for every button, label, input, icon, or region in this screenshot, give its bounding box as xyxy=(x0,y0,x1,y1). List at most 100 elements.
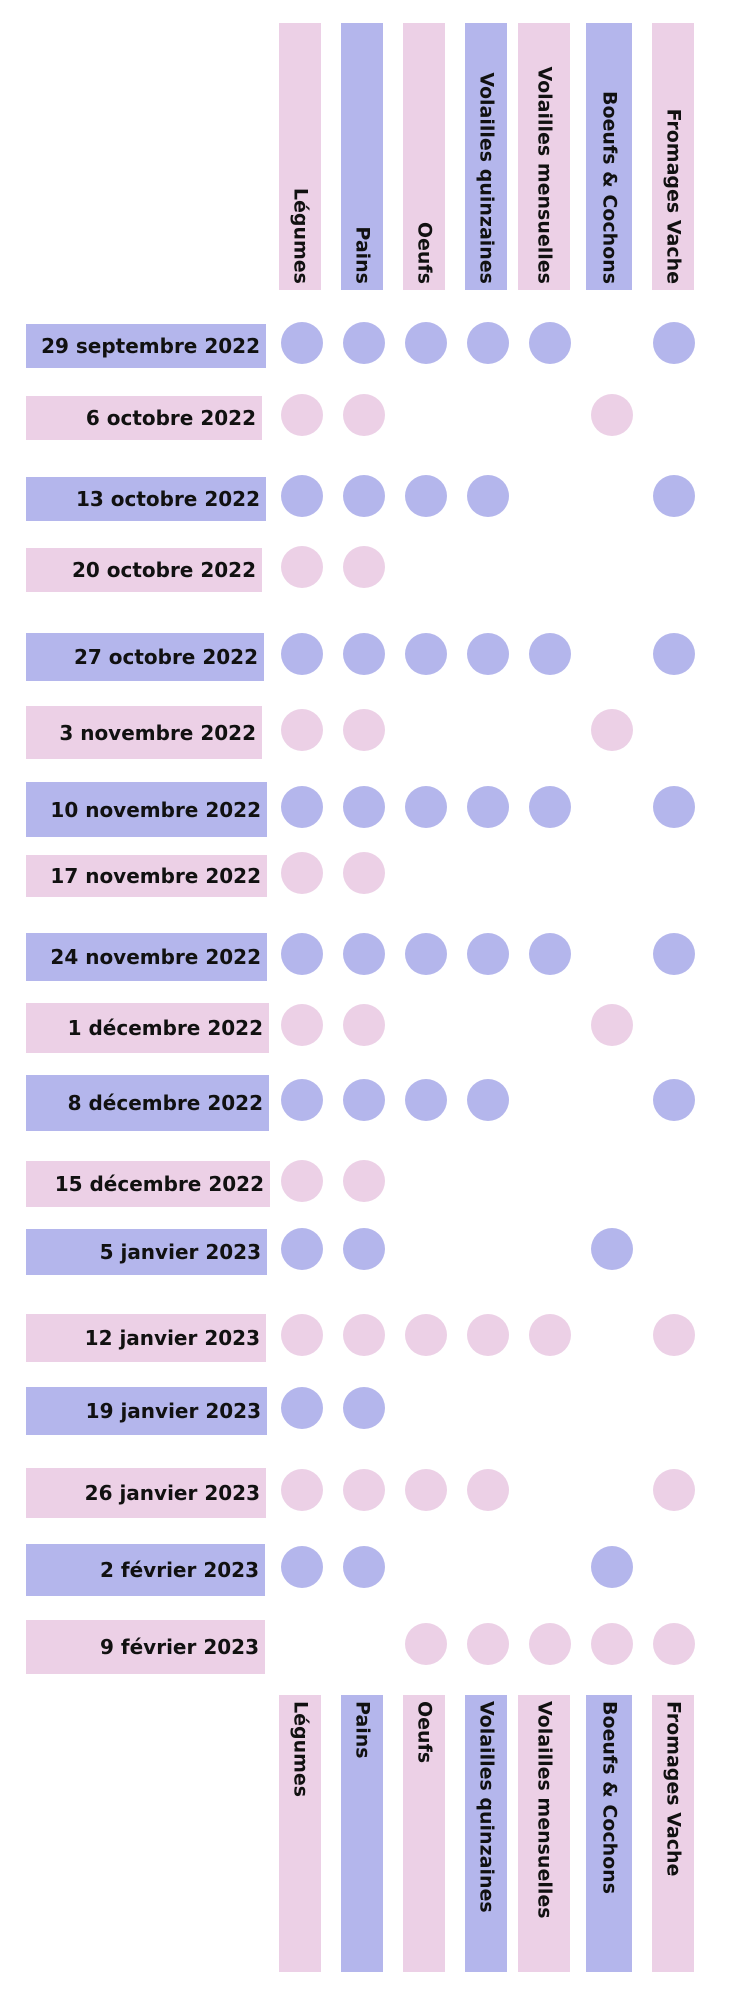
column-header-top: Légumes xyxy=(279,23,321,290)
column-header-top: Oeufs xyxy=(403,23,445,290)
column-label: Légumes xyxy=(289,187,312,284)
delivery-dot xyxy=(281,1546,323,1588)
delivery-dot xyxy=(281,1160,323,1202)
date-label: 26 janvier 2023 xyxy=(26,1468,266,1518)
delivery-dot xyxy=(281,852,323,894)
date-label: 29 septembre 2022 xyxy=(26,324,266,368)
date-label: 5 janvier 2023 xyxy=(26,1229,267,1275)
delivery-dot xyxy=(467,1079,509,1121)
date-label: 15 décembre 2022 xyxy=(26,1161,270,1207)
delivery-dot xyxy=(281,1314,323,1356)
date-label: 8 décembre 2022 xyxy=(26,1075,269,1131)
delivery-dot xyxy=(529,785,571,828)
delivery-dot xyxy=(529,933,571,975)
column-label: Volailles quinzaines xyxy=(475,1701,498,1913)
delivery-dot xyxy=(467,633,509,675)
delivery-dot xyxy=(653,322,695,364)
delivery-dot xyxy=(281,933,323,975)
delivery-dot xyxy=(343,1004,385,1046)
column-label: Pains xyxy=(351,1701,374,1759)
date-label: 17 novembre 2022 xyxy=(26,855,267,897)
delivery-dot xyxy=(343,394,385,436)
delivery-dot xyxy=(653,1623,695,1665)
delivery-dot xyxy=(405,785,447,828)
delivery-dot xyxy=(653,1469,695,1511)
delivery-dot xyxy=(343,322,385,364)
date-label: 3 novembre 2022 xyxy=(26,706,262,759)
delivery-dot xyxy=(653,1079,695,1121)
delivery-dot xyxy=(343,1228,385,1270)
column-label: Volailles mensuelles xyxy=(533,66,556,284)
delivery-dot xyxy=(467,1623,509,1665)
column-header-bottom: Volailles quinzaines xyxy=(465,1695,507,1972)
column-label: Oeufs xyxy=(413,1701,436,1764)
delivery-dot xyxy=(343,1387,385,1429)
delivery-dot xyxy=(405,633,447,675)
delivery-dot xyxy=(467,475,509,517)
delivery-dot xyxy=(281,475,323,517)
column-label: Volailles quinzaines xyxy=(475,72,498,284)
column-header-top: Volailles mensuelles xyxy=(518,23,570,290)
delivery-dot xyxy=(343,1079,385,1121)
delivery-dot xyxy=(653,1314,695,1356)
delivery-dot xyxy=(467,322,509,364)
date-label: 20 octobre 2022 xyxy=(26,548,262,592)
delivery-dot xyxy=(281,1387,323,1429)
delivery-dot xyxy=(591,1623,633,1665)
column-label: Pains xyxy=(351,226,374,284)
delivery-dot xyxy=(653,933,695,975)
delivery-dot xyxy=(405,1623,447,1665)
delivery-dot xyxy=(591,394,633,436)
date-label: 2 février 2023 xyxy=(26,1544,265,1596)
delivery-dot xyxy=(405,1314,447,1356)
date-label: 27 octobre 2022 xyxy=(26,633,264,681)
column-header-bottom: Pains xyxy=(341,1695,383,1972)
delivery-dot xyxy=(529,322,571,364)
column-label: Légumes xyxy=(289,1701,312,1798)
column-header-bottom: Oeufs xyxy=(403,1695,445,1972)
delivery-dot xyxy=(343,1314,385,1356)
date-label: 10 novembre 2022 xyxy=(26,782,267,837)
date-label: 1 décembre 2022 xyxy=(26,1003,269,1053)
delivery-dot xyxy=(529,633,571,675)
delivery-dot xyxy=(591,1228,633,1270)
delivery-dot xyxy=(281,633,323,675)
delivery-dot xyxy=(281,322,323,364)
delivery-dot xyxy=(343,852,385,894)
delivery-dot xyxy=(281,1469,323,1511)
delivery-dot xyxy=(529,1623,571,1665)
delivery-dot xyxy=(467,933,509,975)
delivery-dot xyxy=(653,785,695,828)
delivery-dot xyxy=(343,933,385,975)
column-header-bottom: Volailles mensuelles xyxy=(518,1695,570,1972)
delivery-dot xyxy=(343,1546,385,1588)
delivery-dot xyxy=(281,708,323,751)
delivery-dot xyxy=(281,1079,323,1121)
column-label: Volailles mensuelles xyxy=(533,1701,556,1919)
column-label: Oeufs xyxy=(413,221,436,284)
delivery-dot xyxy=(405,475,447,517)
date-label: 9 février 2023 xyxy=(26,1620,265,1674)
delivery-dot xyxy=(343,785,385,828)
column-label: Fromages Vache xyxy=(662,108,685,284)
delivery-dot xyxy=(405,1079,447,1121)
delivery-dot xyxy=(467,785,509,828)
delivery-dot xyxy=(467,1314,509,1356)
column-header-bottom: Fromages Vache xyxy=(652,1695,694,1972)
column-header-top: Volailles quinzaines xyxy=(465,23,507,290)
column-header-top: Pains xyxy=(341,23,383,290)
column-header-top: Boeufs & Cochons xyxy=(586,23,632,290)
column-header-top: Fromages Vache xyxy=(652,23,694,290)
delivery-dot xyxy=(529,1314,571,1356)
delivery-dot xyxy=(281,546,323,588)
delivery-dot xyxy=(467,1469,509,1511)
date-label: 12 janvier 2023 xyxy=(26,1314,266,1362)
delivery-dot xyxy=(343,546,385,588)
column-label: Boeufs & Cochons xyxy=(598,1701,621,1894)
delivery-dot xyxy=(343,708,385,751)
date-label: 13 octobre 2022 xyxy=(26,477,266,521)
date-label: 6 octobre 2022 xyxy=(26,396,262,440)
delivery-dot xyxy=(591,708,633,751)
column-label: Fromages Vache xyxy=(662,1701,685,1877)
delivery-dot xyxy=(591,1546,633,1588)
